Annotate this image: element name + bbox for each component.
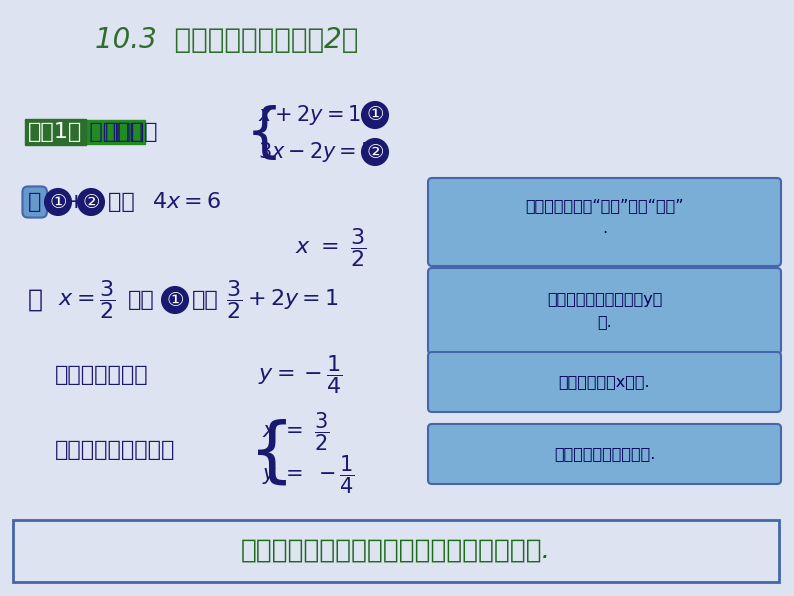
Text: $y\ =\ -\dfrac{1}{4}$: $y\ =\ -\dfrac{1}{4}$ [262, 454, 355, 496]
Text: $\{$: $\{$ [248, 418, 287, 488]
Text: 解方程组: 解方程组 [105, 122, 159, 142]
Text: $y=-\dfrac{1}{4}$: $y=-\dfrac{1}{4}$ [258, 353, 342, 396]
FancyBboxPatch shape [428, 352, 781, 412]
Text: 一加减，二消元，三求解，四再代，五总结.: 一加减，二消元，三求解，四再代，五总结. [241, 538, 551, 564]
Text: ，得: ，得 [108, 192, 149, 212]
Text: $4x=6$: $4x=6$ [152, 192, 222, 212]
Text: 总结，写出方程组的解.: 总结，写出方程组的解. [553, 446, 655, 461]
Text: 所以原方程组的解是: 所以原方程组的解是 [55, 440, 175, 460]
FancyBboxPatch shape [13, 520, 779, 582]
Text: 【例1】: 【例1】 [28, 122, 83, 142]
Text: 通过加或减，让“二元”化成“一元”
.: 通过加或减，让“二元”化成“一元” . [525, 198, 684, 235]
Text: ①: ① [366, 105, 384, 125]
Text: $x\ =\ \dfrac{3}{2}$: $x\ =\ \dfrac{3}{2}$ [262, 411, 330, 453]
FancyBboxPatch shape [428, 424, 781, 484]
Text: $3x-2y=5$: $3x-2y=5$ [258, 140, 374, 164]
Text: 解这个方程，得: 解这个方程，得 [55, 365, 148, 385]
Text: $x+2y=1$: $x+2y=1$ [258, 103, 361, 127]
Text: $x=\dfrac{3}{2}$: $x=\dfrac{3}{2}$ [58, 278, 115, 321]
Text: ②: ② [83, 193, 100, 212]
Text: ①: ① [49, 193, 67, 212]
Text: $\dfrac{3}{2}+2y=1$: $\dfrac{3}{2}+2y=1$ [226, 278, 339, 321]
FancyBboxPatch shape [428, 178, 781, 266]
Text: 解: 解 [28, 192, 41, 212]
Text: ②: ② [366, 142, 384, 162]
Text: 代入: 代入 [128, 290, 155, 310]
Text: 将: 将 [28, 288, 43, 312]
Text: $\{$: $\{$ [245, 104, 277, 163]
Text: ，得: ，得 [192, 290, 219, 310]
Text: ①: ① [166, 290, 183, 309]
Text: $x\ =\ \dfrac{3}{2}$: $x\ =\ \dfrac{3}{2}$ [295, 226, 367, 269]
FancyBboxPatch shape [428, 268, 781, 354]
Text: 再代入，求出x的値.: 再代入，求出x的値. [559, 374, 650, 390]
Text: $+$: $+$ [66, 192, 84, 212]
Text: 解一元一次方程，求出y的
値.: 解一元一次方程，求出y的 値. [547, 293, 662, 330]
Text: 10.3  解二元一次方程组（2）: 10.3 解二元一次方程组（2） [95, 26, 358, 54]
Text: 【例1】 解方程组: 【例1】 解方程组 [28, 122, 143, 142]
